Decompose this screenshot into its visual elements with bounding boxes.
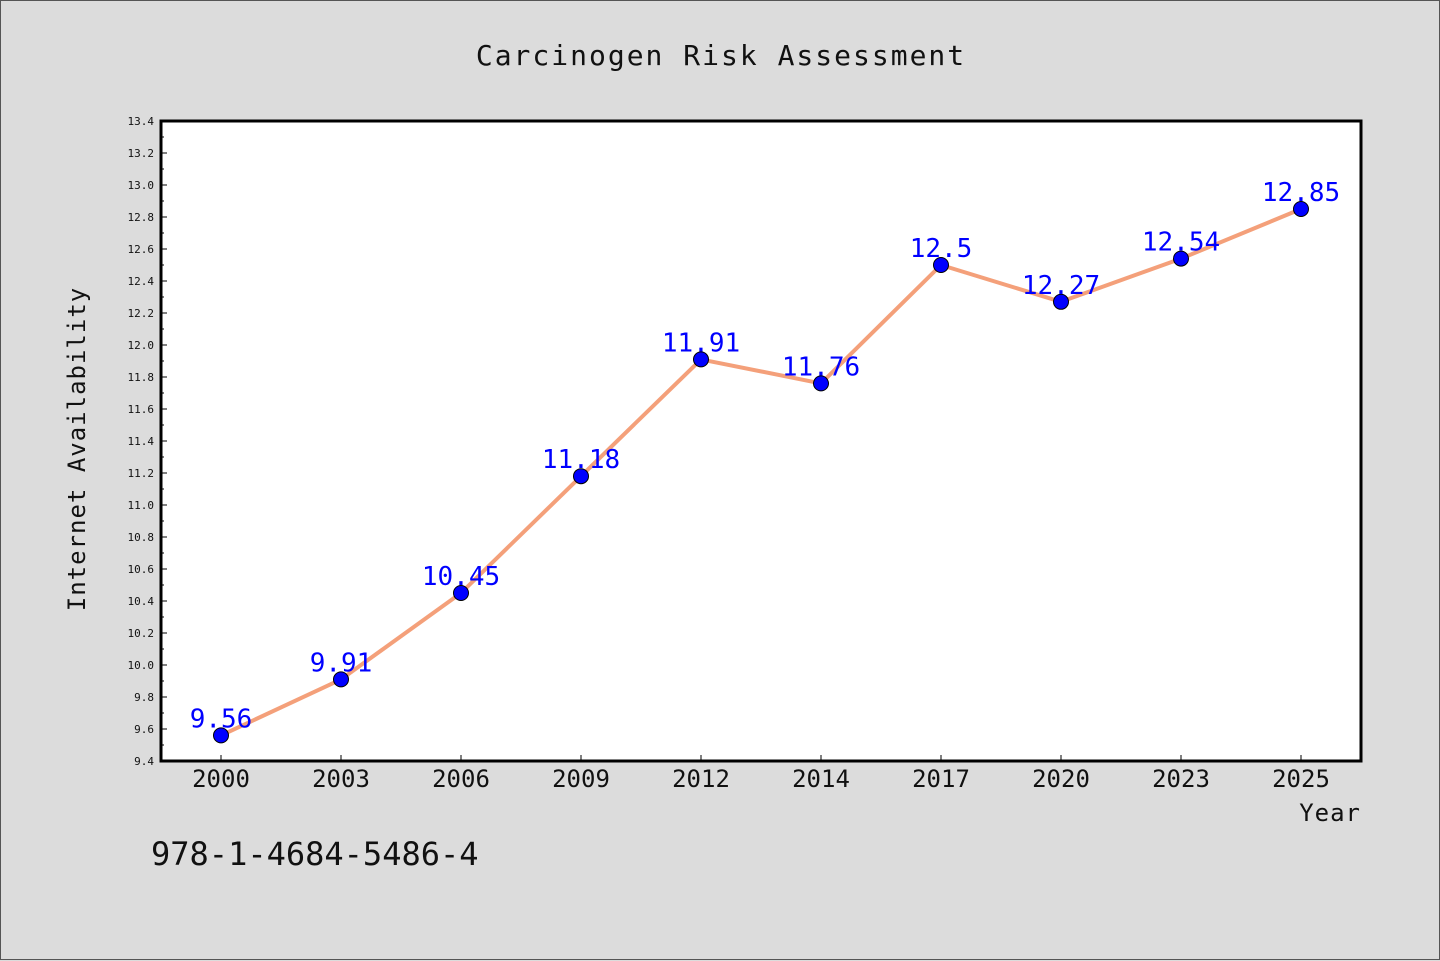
y-tick-label: 11.2 <box>128 467 155 480</box>
series-line-group <box>220 207 1302 738</box>
y-axis: 9.4 9.6 9.8 10.0 10.2 10.4 10.6 10.8 11.0 11.2 11.… <box>128 115 167 768</box>
data-point-marker <box>693 351 709 368</box>
data-label: 10.45 <box>422 562 500 592</box>
y-tick-label: 10.0 <box>128 659 155 672</box>
y-tick-label: 12.0 <box>128 339 155 352</box>
data-point-marker <box>933 257 949 273</box>
y-tick-label: 11.6 <box>128 403 155 416</box>
chart-title: Carcinogen Risk Assessment <box>476 39 966 72</box>
y-tick-label: 9.8 <box>134 691 154 704</box>
y-tick-label: 12.4 <box>128 275 155 288</box>
footer-code: 978-1-4684-5486-4 <box>151 835 479 873</box>
data-label: 12.85 <box>1262 178 1340 208</box>
data-label: 12.27 <box>1022 271 1100 301</box>
x-tick-label: 2023 <box>1152 765 1210 793</box>
x-tick-label: 2012 <box>672 765 730 793</box>
y-tick-label: 11.0 <box>128 499 155 512</box>
marker-group <box>213 201 1309 744</box>
data-point-marker <box>1173 250 1189 267</box>
y-tick-label: 10.4 <box>128 595 155 608</box>
y-tick-label: 10.2 <box>128 627 155 640</box>
data-label: 11.91 <box>662 328 740 358</box>
data-label-group: 9.56 9.91 10.45 11.18 11.91 11.76 12.5 12.27 12.… <box>190 178 1340 734</box>
x-tick-label: 2009 <box>552 765 610 793</box>
y-tick-label: 12.8 <box>128 211 155 224</box>
data-point-marker <box>213 727 229 744</box>
y-tick-label: 13.0 <box>128 179 155 192</box>
x-axis-label: Year <box>1299 799 1361 827</box>
y-tick-label: 9.4 <box>134 755 154 768</box>
y-tick-label: 9.6 <box>134 723 154 736</box>
data-point-marker <box>333 671 349 688</box>
y-tick-label: 13.2 <box>128 147 155 160</box>
x-tick-label: 2000 <box>192 765 250 793</box>
x-tick-label: 2006 <box>432 765 490 793</box>
y-tick-label: 11.4 <box>128 435 155 448</box>
data-point-marker <box>813 375 829 392</box>
plot-area <box>159 119 1363 763</box>
data-point-marker <box>1293 201 1309 217</box>
data-point-marker <box>573 468 589 485</box>
y-tick-label: 12.2 <box>128 307 155 320</box>
data-label: 9.56 <box>190 704 253 734</box>
x-tick-label: 2014 <box>792 765 850 793</box>
data-label: 9.91 <box>310 648 373 678</box>
data-label: 11.18 <box>542 445 620 475</box>
x-tick-label: 2017 <box>912 765 970 793</box>
data-point-marker <box>453 585 469 601</box>
data-point-marker <box>1053 293 1069 310</box>
data-label: 11.76 <box>782 352 860 382</box>
data-label: 12.5 <box>910 234 973 264</box>
x-axis: 2000 2003 2006 2009 2012 2014 2017 2020 2023 2025 <box>192 755 1330 793</box>
x-tick-label: 2020 <box>1032 765 1090 793</box>
data-label: 12.54 <box>1142 228 1220 258</box>
y-tick-label: 10.8 <box>128 531 155 544</box>
y-tick-label: 12.6 <box>128 243 155 256</box>
y-tick-label: 11.8 <box>128 371 155 384</box>
series-line <box>220 207 1302 738</box>
y-tick-label: 13.4 <box>128 115 155 128</box>
x-tick-label: 2003 <box>312 765 370 793</box>
y-tick-label: 10.6 <box>128 563 155 576</box>
y-axis-label: Internet Availability <box>63 287 91 611</box>
x-tick-label: 2025 <box>1272 765 1330 793</box>
